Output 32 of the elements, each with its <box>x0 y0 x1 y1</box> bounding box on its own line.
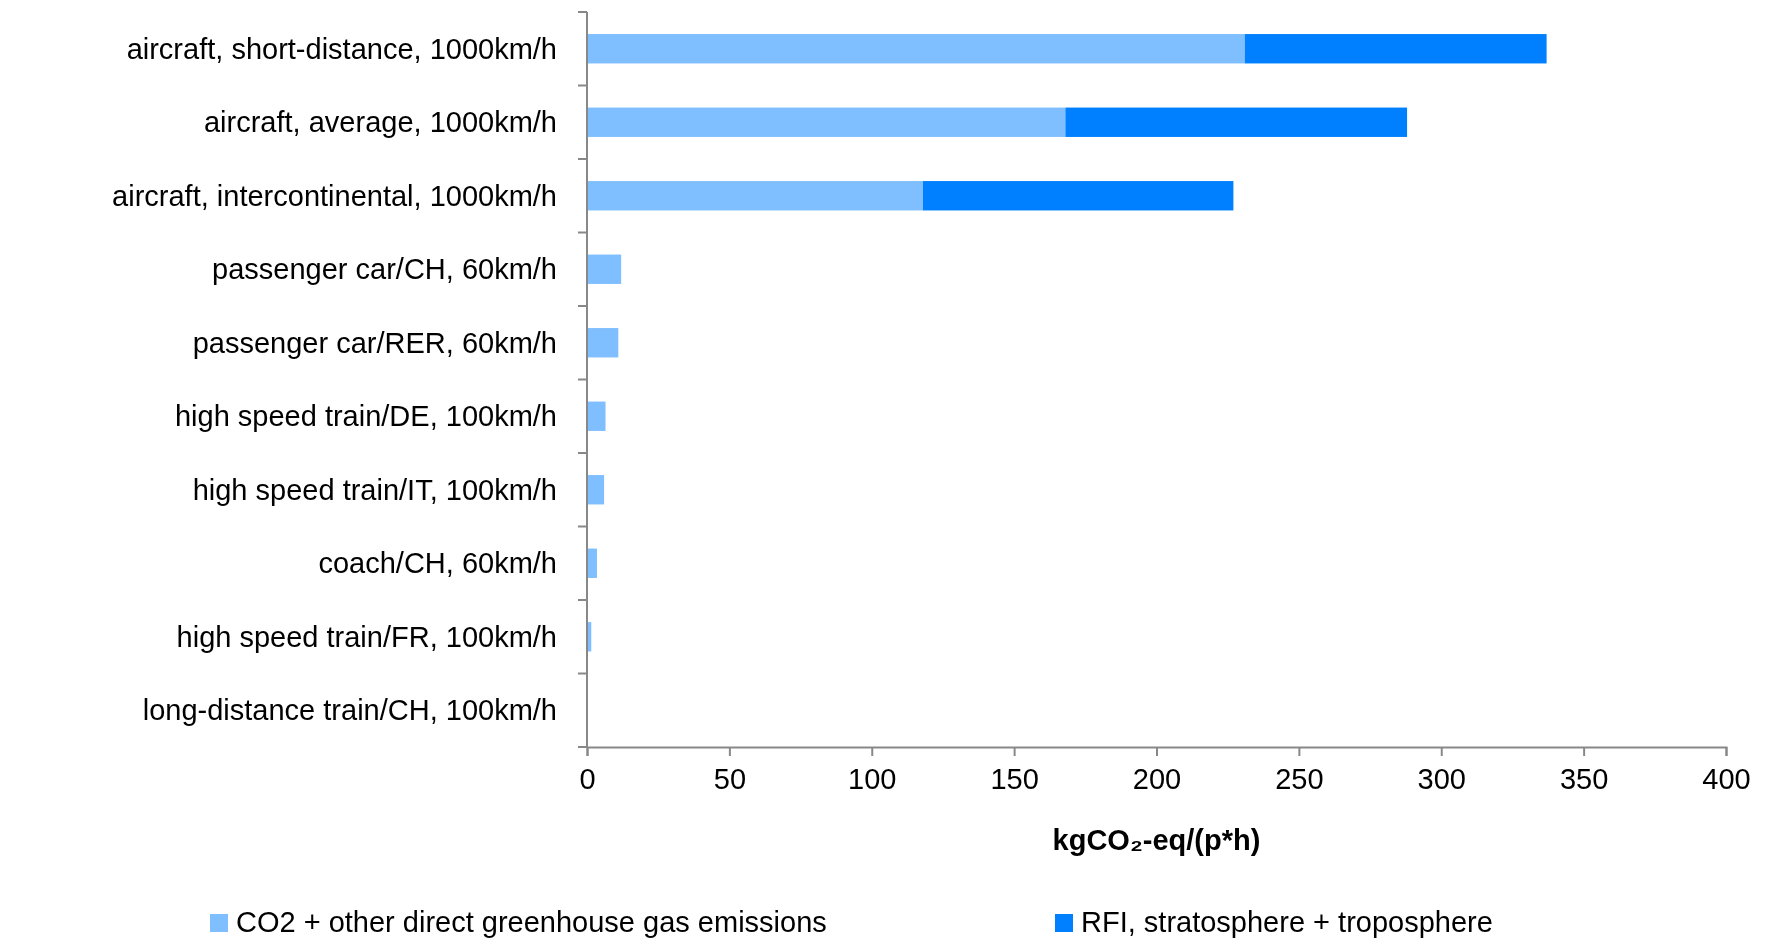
y-tick-label: aircraft, average, 1000km/h <box>203 106 557 139</box>
x-tick-label: 50 <box>713 763 747 796</box>
bar <box>587 107 1066 137</box>
x-tick-label: 200 <box>1132 763 1182 796</box>
y-tick-label: coach/CH, 60km/h <box>318 547 557 580</box>
y-tick-label: high speed train/IT, 100km/h <box>192 473 557 506</box>
y-tick-label: high speed train/DE, 100km/h <box>174 400 557 433</box>
y-tick-label: aircraft, short-distance, 1000km/h <box>126 32 557 65</box>
bar <box>1065 107 1408 137</box>
x-tick-label: 300 <box>1417 763 1466 796</box>
bar <box>923 181 1234 211</box>
x-tick-label: 0 <box>579 763 596 796</box>
x-tick-label: 400 <box>1702 763 1751 796</box>
y-tick-label: aircraft, intercontinental, 1000km/h <box>112 179 557 212</box>
x-axis-title: kgCO₂-eq/(p*h) <box>1052 824 1261 856</box>
y-tick-label: passenger car/RER, 60km/h <box>192 326 557 359</box>
y-tick-label: long-distance train/CH, 100km/h <box>142 694 557 727</box>
y-tick-label: passenger car/CH, 60km/h <box>212 253 557 286</box>
legend-label: CO2 + other direct greenhouse gas emissions <box>236 906 827 938</box>
x-tick-label: 100 <box>848 763 897 796</box>
bar <box>587 34 1245 64</box>
bar <box>587 254 622 284</box>
bar <box>1244 34 1547 64</box>
bar <box>587 401 606 431</box>
x-tick-label: 350 <box>1559 763 1609 796</box>
x-tick-label: 250 <box>1275 763 1324 796</box>
bar <box>587 181 924 211</box>
x-tick-label: 150 <box>990 763 1039 796</box>
y-tick-label: high speed train/FR, 100km/h <box>176 620 557 653</box>
bar <box>587 475 605 505</box>
bar <box>587 328 619 358</box>
legend-label: RFI, stratosphere + troposphere <box>1081 906 1493 938</box>
